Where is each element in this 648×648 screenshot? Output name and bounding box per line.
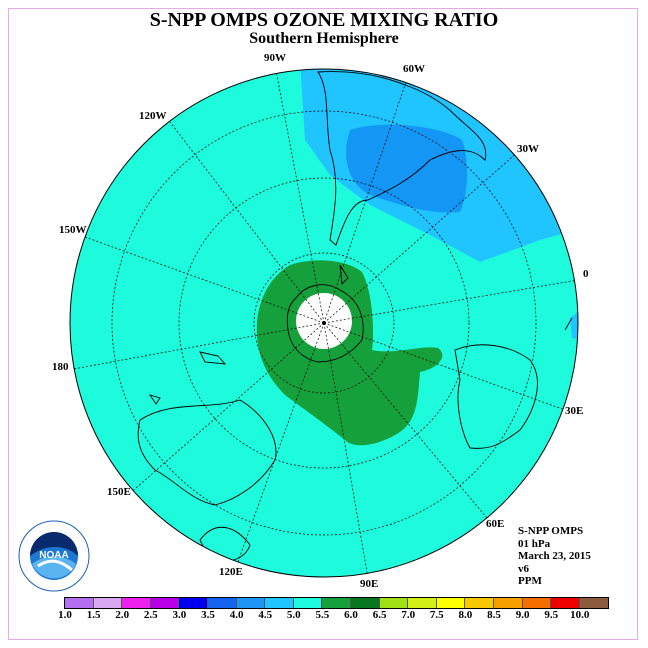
colorbar-swatch [293, 598, 323, 608]
colorbar-swatch [579, 598, 609, 608]
lon-label-90e: 90E [360, 578, 379, 590]
product-info: S-NPP OMPS 01 hPa March 23, 2015 v6 PPM [518, 525, 591, 588]
colorbar-tick-label: 5.0 [286, 609, 301, 621]
lon-label-120w: 120W [139, 110, 167, 122]
map-title: S-NPP OMPS OZONE MIXING RATIO [149, 9, 499, 31]
lon-label-30e: 30E [565, 405, 584, 417]
info-level: 01 hPa [518, 537, 551, 550]
lon-label-150w: 150W [59, 224, 87, 236]
colorbar-tick-label: 5.5 [315, 609, 330, 621]
lon-label-60e: 60E [486, 518, 505, 530]
colorbar-swatch [265, 598, 294, 608]
plot-frame [8, 8, 638, 640]
lon-label-30w: 30W [517, 143, 539, 155]
colorbar-swatch [207, 598, 237, 608]
colorbar-tick-label: 8.0 [458, 609, 473, 621]
colorbar-swatch [465, 598, 494, 608]
info-version: v6 [518, 562, 529, 575]
svg-text:NOAA: NOAA [39, 550, 68, 561]
colorbar-tick-label: 6.0 [344, 609, 358, 621]
info-units: PPM [518, 575, 542, 587]
colorbar-swatch [350, 598, 380, 608]
colorbar-tick-label: 8.5 [487, 609, 501, 621]
colorbar-tick-label: 7.5 [429, 609, 444, 621]
colorbar-swatch [436, 598, 466, 608]
info-date: March 23, 2015 [518, 550, 591, 562]
map-subtitle: Southern Hemisphere [249, 30, 399, 47]
colorbar-tick-label: 2.5 [143, 609, 158, 621]
lon-label-60w: 60W [403, 63, 425, 75]
colorbar-swatch [122, 598, 151, 608]
colorbar-tick-label: 7.0 [401, 609, 416, 621]
colorbar-tick-label: 1.0 [58, 609, 72, 621]
colorbar-tick-label: 2.0 [115, 609, 130, 621]
colorbar-swatch [179, 598, 208, 608]
colorbar-tick-label: 4.0 [229, 609, 244, 621]
colorbar-tick-label: 3.5 [201, 609, 215, 621]
colorbar-swatch [551, 598, 580, 608]
colorbar-tick-label: 4.5 [258, 609, 273, 621]
colorbar-swatch [408, 598, 437, 608]
lon-label-120e: 120E [219, 566, 243, 578]
colorbar-swatch [522, 598, 552, 608]
lon-label-150e: 150E [107, 486, 131, 498]
lon-label-0: 0 [583, 268, 589, 280]
noaa-logo: NOAA [18, 520, 90, 592]
colorbar-swatch [379, 598, 409, 608]
colorbar-tick-label: 9.0 [515, 609, 530, 621]
info-instrument: S-NPP OMPS [518, 525, 584, 537]
colorbar-swatch [93, 598, 123, 608]
lower-ozone-core [346, 124, 468, 213]
colorbar-swatch [322, 598, 351, 608]
colorbar-swatch [493, 598, 523, 608]
colorbar-tick-label: 6.5 [372, 609, 387, 621]
colorbar [64, 597, 610, 609]
colorbar-tick-label: 9.5 [544, 609, 559, 621]
colorbar-tick-label: 10.0 [570, 609, 590, 621]
lon-label-90w: 90W [264, 52, 286, 64]
colorbar-tick-label: 1.5 [86, 609, 101, 621]
lon-label-180: 180 [52, 361, 69, 373]
colorbar-tick-label: 3.0 [172, 609, 187, 621]
colorbar-swatch [150, 598, 180, 608]
colorbar-swatch [65, 598, 94, 608]
colorbar-swatch [236, 598, 266, 608]
